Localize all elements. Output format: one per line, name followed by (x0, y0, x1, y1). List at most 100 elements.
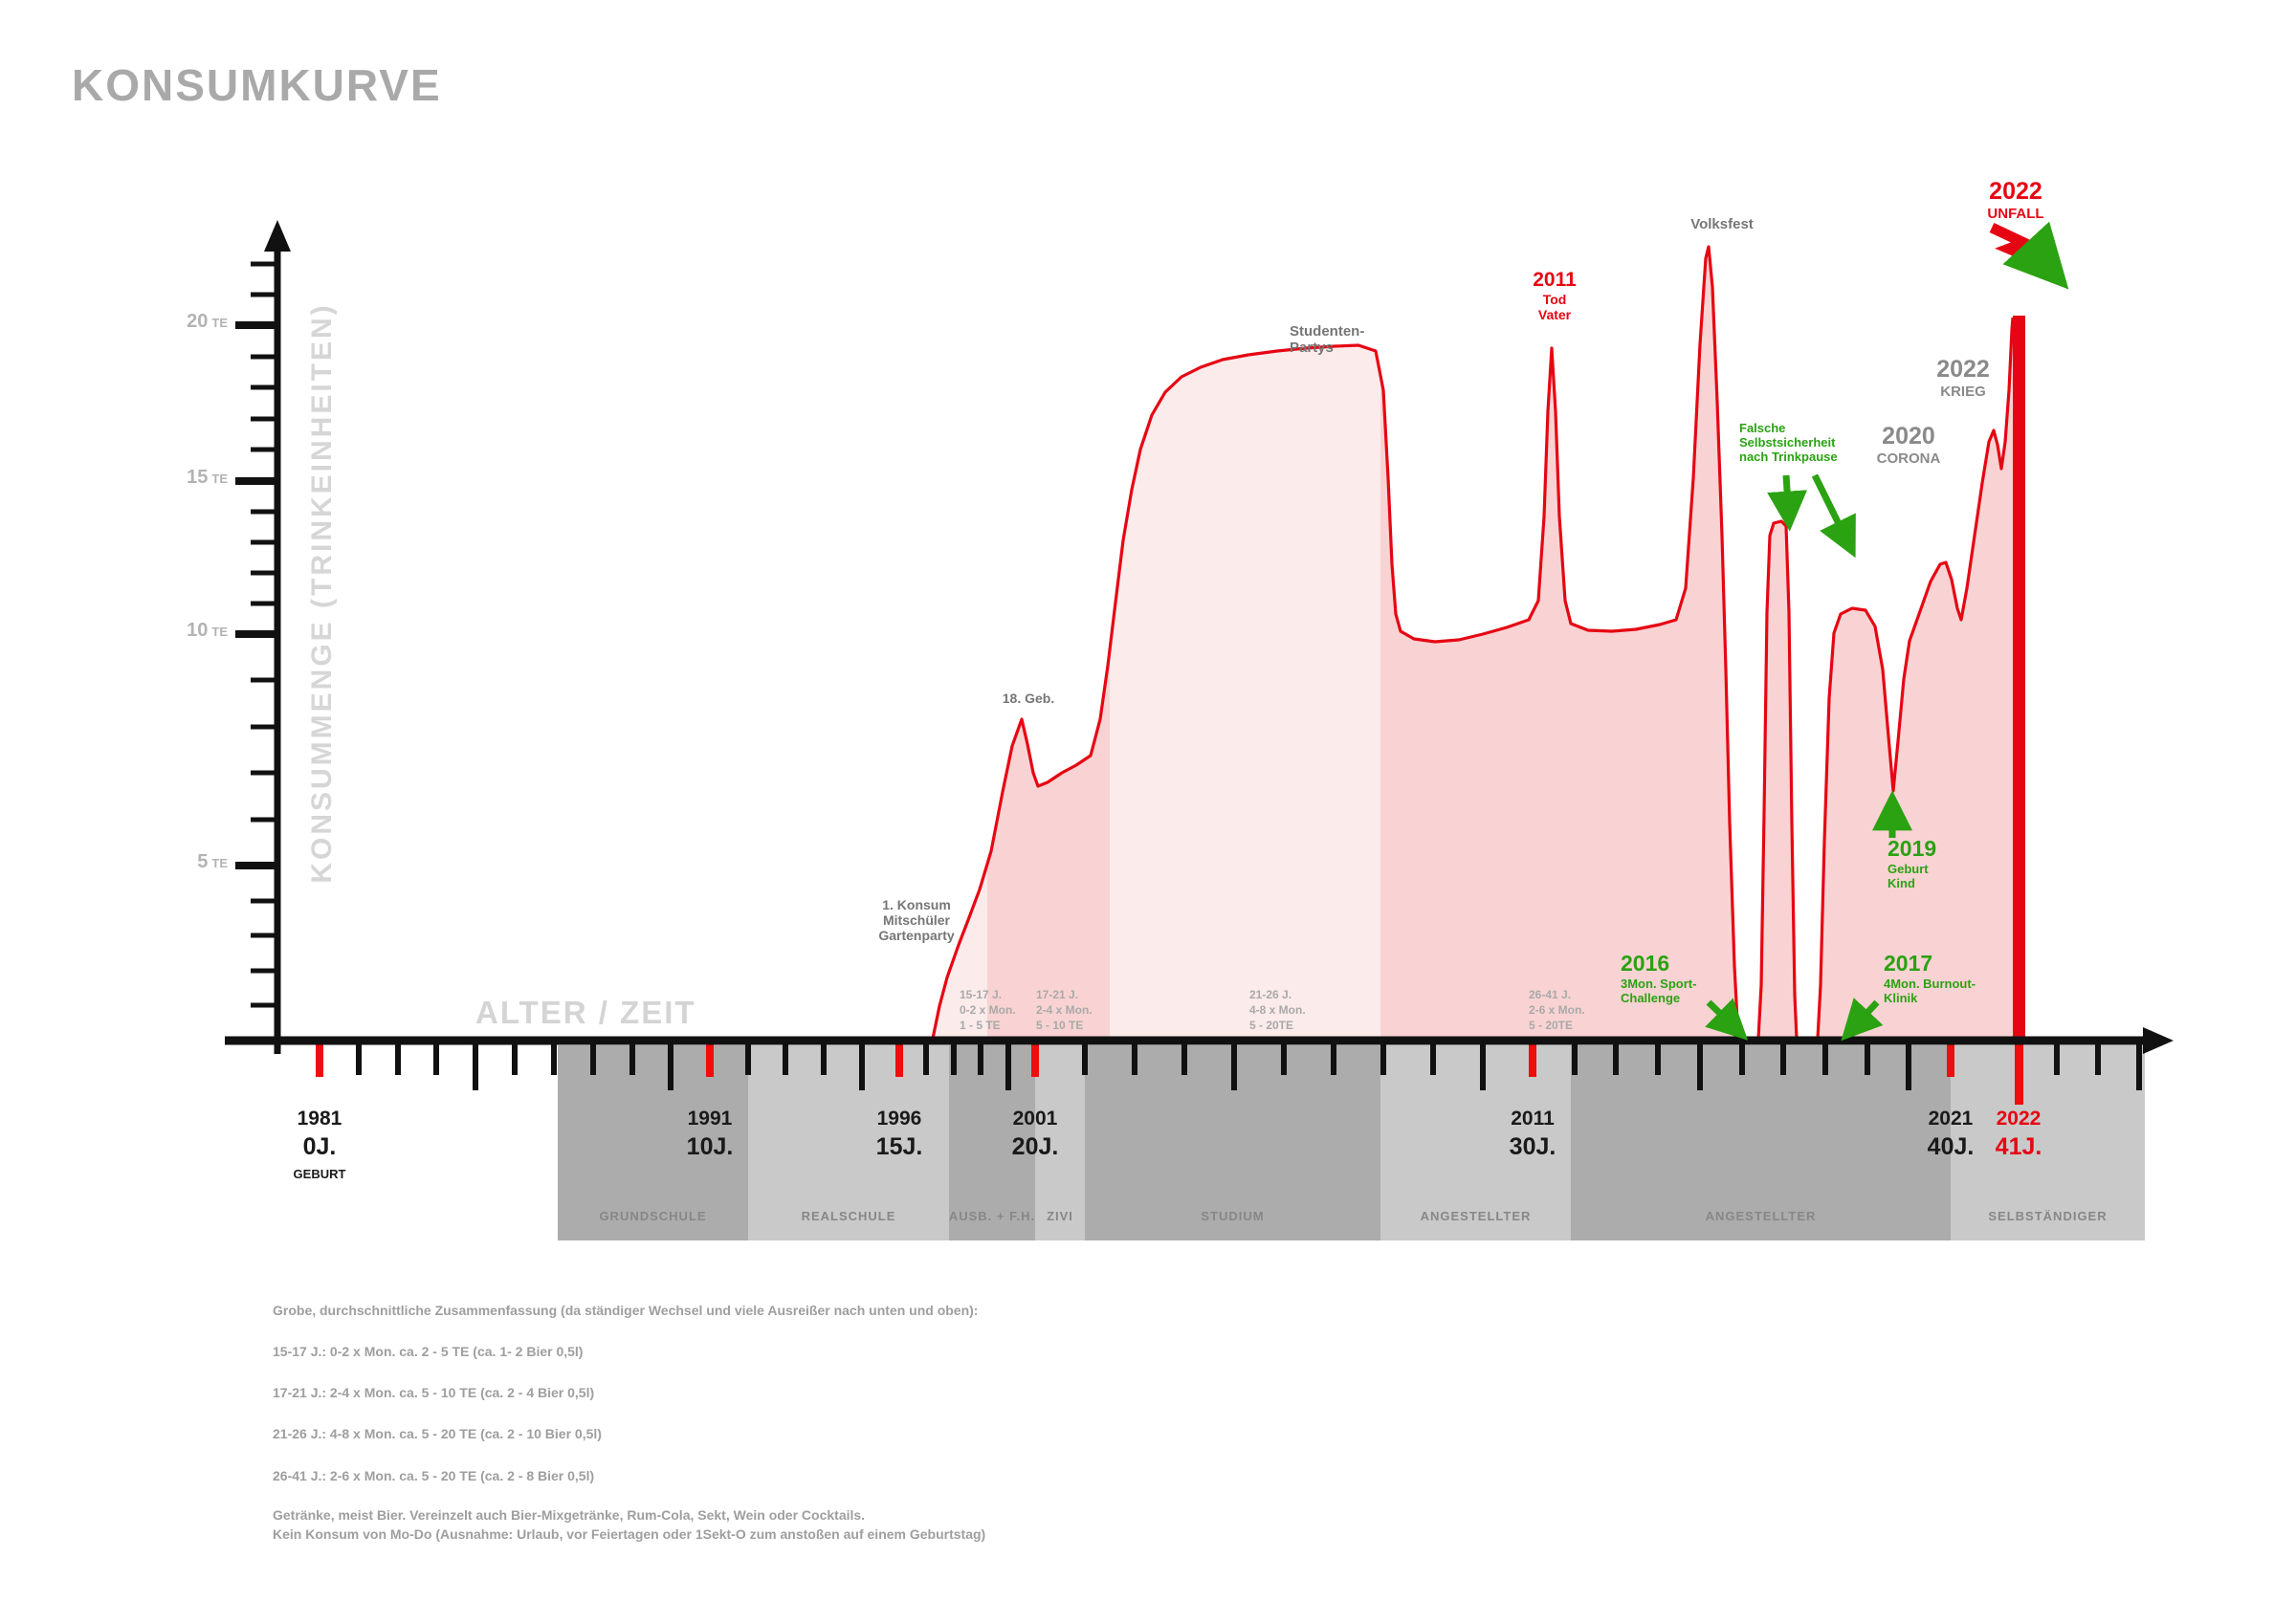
phase-label: ANGESTELLTER (1420, 1209, 1532, 1223)
phase-band (1571, 1045, 1951, 1240)
footer-summary-line: Grobe, durchschnittliche Zusammenfassung… (273, 1303, 979, 1318)
year-value: 2022 (1996, 1108, 2042, 1130)
annotation-line: Tod (1542, 292, 1567, 307)
annotation-line: Studenten- (1290, 323, 1365, 340)
year-value: 2011 (1511, 1108, 1555, 1130)
phase-band (1380, 1045, 1571, 1240)
annotation-line: 4Mon. Burnout- (1884, 977, 1976, 991)
fill-zone (1380, 247, 2025, 1039)
age-value: 15J. (875, 1133, 923, 1160)
zone-consumption-text: 26-41 J. 2-6 x Mon. 5 - 20TE (1529, 988, 1585, 1032)
year-value: 1991 (687, 1108, 733, 1130)
phase-band (1035, 1045, 1085, 1240)
annotation-line: 2011 (1533, 269, 1577, 291)
annotation-line: 2016 (1621, 951, 1670, 976)
te-unit: TE (211, 316, 228, 330)
fill-zone (1110, 247, 1380, 1039)
y-tick-label: 15 TE (36, 467, 228, 489)
year-value: 2001 (1012, 1108, 1058, 1130)
zone-consumption-text: 17-21 J. 2-4 x Mon. 5 - 10 TE (1036, 988, 1093, 1032)
annotation-line: Volksfest (1690, 216, 1754, 232)
annotation-unfall: 2022 UNFALL (1987, 178, 2043, 222)
y-axis-title: KONSUMMENGE (TRINKEINHEITEN) (306, 302, 338, 884)
footer-summary-line: Getränke, meist Bier. Vereinzelt auch Bi… (273, 1507, 866, 1523)
x-axis-arrowhead (2143, 1027, 2174, 1054)
phase-label: ZIVI (1047, 1209, 1073, 1223)
annotation-line: 2022 (1989, 178, 2042, 205)
year-value: 1981 (297, 1108, 342, 1130)
green-arrow-icon (1767, 474, 1808, 532)
year-value: 2021 (1928, 1108, 1974, 1130)
phase-band (748, 1045, 949, 1240)
phase-band (1951, 1045, 2145, 1240)
te-unit: TE (211, 625, 228, 639)
phase-label: SELBSTÄNDIGER (1988, 1209, 2108, 1223)
te-value: 10 (187, 620, 209, 641)
consumption-curve (931, 245, 2015, 1041)
phase-band (558, 1045, 748, 1240)
year-value: 1996 (876, 1108, 922, 1130)
footer-summary-line: 17-21 J.: 2-4 x Mon. ca. 5 - 10 TE (ca. … (273, 1385, 595, 1400)
annotation-line: Falsche (1739, 421, 1786, 435)
annotation-achtzehnter-geburtstag: 18. Geb. (1003, 691, 1054, 706)
lightning-bolt-icon (1989, 221, 2069, 290)
annotation-line: Mitschüler (882, 912, 951, 928)
green-arrow-icon (1841, 998, 1884, 1042)
annotation-burnout-klinik: 2017 4Mon. Burnout- Klinik (1884, 951, 1976, 1005)
green-arrow-icon (1705, 998, 1749, 1041)
footer-summary-line: Kein Konsum von Mo-Do (Ausnahme: Urlaub,… (273, 1526, 986, 1542)
zone-consumption-text: 15-17 J. 0-2 x Mon. 1 - 5 TE (960, 988, 1016, 1032)
annotation-corona: 2020 CORONA (1877, 423, 1941, 467)
age-value: 40J. (1927, 1133, 1975, 1160)
annotation-geburt-kind: 2019 Geburt Kind (1888, 836, 1936, 890)
x-axis-title: ALTER / ZEIT (475, 995, 696, 1030)
phase-label: REALSCHULE (801, 1209, 896, 1223)
annotation-falsche-selbstsicherheit: Falsche Selbstsicherheit nach Trinkpause (1739, 421, 1838, 464)
consumption-area-fill (933, 247, 2025, 1039)
annotation-line: 3Mon. Sport- (1621, 977, 1697, 991)
y-tick-label: 20 TE (36, 311, 228, 333)
annotation-line: Klinik (1884, 991, 1918, 1005)
green-annotation-arrows (1705, 473, 1912, 1042)
year-label: 1996 15J. (876, 1108, 923, 1161)
te-unit: TE (211, 856, 228, 870)
annotation-line: 2019 (1888, 836, 1937, 861)
fill-zone (987, 247, 1110, 1039)
phase-label: ANGESTELLTER (1705, 1209, 1817, 1223)
page-title: KONSUMKURVE (72, 60, 442, 110)
year-label: 1991 10J. (687, 1108, 734, 1161)
year-label: 2022 41J. (1996, 1108, 2042, 1161)
axis-ticks (235, 261, 2142, 1090)
annotation-line: Kind (1888, 876, 1915, 890)
y-axis-arrowhead (264, 220, 291, 252)
annotation-line: UNFALL (1987, 206, 2044, 222)
te-value: 5 (197, 851, 209, 872)
unfall-bar (2013, 316, 2025, 1039)
axes (225, 220, 2174, 1054)
annotation-erster-konsum: 1. Konsum Mitschüler Gartenparty (878, 897, 954, 943)
age-value: 30J. (1509, 1133, 1556, 1160)
age-value: 41J. (1995, 1133, 2042, 1160)
annotation-line: Vater (1537, 307, 1572, 322)
phase-label: AUSB. + F.H. (948, 1209, 1036, 1223)
green-arrow-icon (1811, 473, 1856, 559)
y-tick-label: 5 TE (36, 851, 228, 873)
te-unit: TE (211, 472, 228, 486)
footer-summary-line: 15-17 J.: 0-2 x Mon. ca. 2 - 5 TE (ca. 1… (273, 1344, 584, 1359)
life-phase-bands (558, 1045, 2145, 1240)
phase-band (949, 1045, 1035, 1240)
annotation-line: CORONA (1876, 450, 1941, 467)
curve-line (931, 245, 2015, 1041)
annotation-line: Gartenparty (878, 928, 955, 943)
age-value: 20J. (1011, 1133, 1059, 1160)
footer-summary-line: 26-41 J.: 2-6 x Mon. ca. 5 - 20 TE (ca. … (273, 1468, 595, 1483)
annotation-line: 2017 (1884, 951, 1933, 976)
phase-label: STUDIUM (1201, 1209, 1265, 1223)
annotation-sport-challenge: 2016 3Mon. Sport- Challenge (1621, 951, 1696, 1005)
unfall-cutoff-bar (2013, 316, 2025, 1105)
year-label: 2011 30J. (1510, 1108, 1556, 1161)
annotation-line: KRIEG (1940, 384, 1986, 400)
zone-consumption-text: 21-26 J. 4-8 x Mon. 5 - 20TE (1249, 988, 1306, 1032)
annotation-krieg: 2022 KRIEG (1936, 356, 1990, 400)
